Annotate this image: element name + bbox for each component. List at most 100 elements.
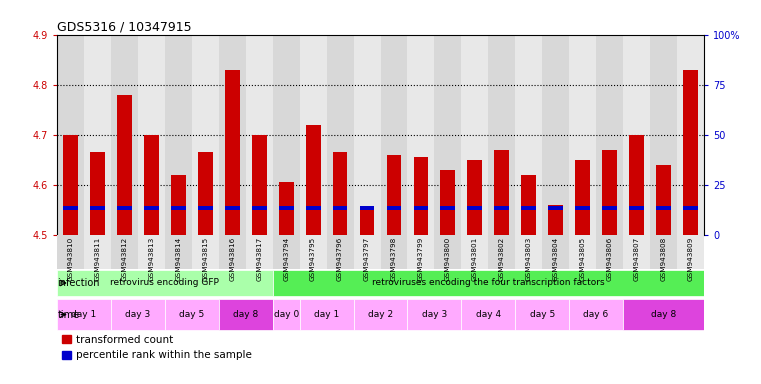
Bar: [467, 160, 482, 235]
Bar: [306, 125, 320, 235]
Bar: [144, 135, 159, 235]
Bar: [569, 235, 596, 269]
Bar: [333, 152, 348, 235]
Text: GDS5316 / 10347915: GDS5316 / 10347915: [57, 20, 192, 33]
Bar: [111, 299, 165, 330]
Bar: [407, 35, 435, 235]
Text: GSM943813: GSM943813: [148, 237, 154, 281]
Text: GSM943807: GSM943807: [634, 237, 639, 281]
Text: infection: infection: [57, 278, 100, 288]
Bar: [677, 235, 704, 269]
Bar: [117, 94, 132, 235]
Bar: [333, 206, 348, 210]
Bar: [63, 135, 78, 235]
Text: GSM943812: GSM943812: [122, 237, 127, 281]
Text: day 0: day 0: [273, 310, 299, 319]
Text: day 8: day 8: [233, 310, 259, 319]
Text: day 8: day 8: [651, 310, 676, 319]
Bar: [272, 270, 704, 296]
Bar: [623, 299, 704, 330]
Bar: [165, 35, 192, 235]
Text: GSM943799: GSM943799: [418, 237, 424, 281]
Text: retrovirus encoding GFP: retrovirus encoding GFP: [110, 278, 219, 288]
Bar: [387, 206, 401, 210]
Bar: [144, 206, 159, 210]
Bar: [387, 155, 401, 235]
Bar: [623, 235, 650, 269]
Bar: [683, 206, 698, 210]
Bar: [683, 70, 698, 235]
Text: GSM943814: GSM943814: [175, 237, 181, 281]
Bar: [192, 35, 219, 235]
Bar: [171, 206, 186, 210]
Text: GSM943815: GSM943815: [202, 237, 209, 281]
Bar: [224, 206, 240, 210]
Bar: [569, 35, 596, 235]
Bar: [360, 210, 374, 235]
Bar: [117, 206, 132, 210]
Bar: [602, 150, 617, 235]
Text: day 3: day 3: [422, 310, 447, 319]
Text: day 5: day 5: [179, 310, 205, 319]
Bar: [461, 299, 515, 330]
Bar: [548, 206, 563, 210]
Bar: [543, 235, 569, 269]
Text: GSM943816: GSM943816: [229, 237, 235, 281]
Text: GSM943817: GSM943817: [256, 237, 263, 281]
Bar: [360, 206, 374, 210]
Text: GSM943794: GSM943794: [283, 237, 289, 281]
Text: GSM943808: GSM943808: [661, 237, 667, 281]
Bar: [629, 135, 644, 235]
Bar: [219, 299, 272, 330]
Bar: [489, 35, 515, 235]
Text: GSM943810: GSM943810: [68, 237, 74, 281]
Bar: [224, 70, 240, 235]
Bar: [435, 235, 461, 269]
Bar: [90, 206, 105, 210]
Bar: [623, 35, 650, 235]
Bar: [300, 299, 354, 330]
Bar: [279, 206, 294, 210]
Bar: [246, 235, 272, 269]
Bar: [441, 170, 455, 235]
Text: GSM943803: GSM943803: [526, 237, 532, 281]
Bar: [407, 235, 435, 269]
Bar: [602, 206, 617, 210]
Bar: [569, 299, 623, 330]
Bar: [575, 206, 590, 210]
Bar: [495, 206, 509, 210]
Text: GSM943800: GSM943800: [445, 237, 451, 281]
Bar: [575, 160, 590, 235]
Bar: [57, 235, 84, 269]
Text: day 1: day 1: [314, 310, 339, 319]
Bar: [326, 35, 354, 235]
Bar: [111, 35, 138, 235]
Bar: [306, 206, 320, 210]
Bar: [521, 206, 537, 210]
Bar: [489, 235, 515, 269]
Text: day 5: day 5: [530, 310, 555, 319]
Text: GSM943811: GSM943811: [94, 237, 100, 281]
Bar: [272, 299, 300, 330]
Text: GSM943797: GSM943797: [364, 237, 370, 281]
Bar: [677, 35, 704, 235]
Bar: [656, 165, 671, 235]
Bar: [57, 270, 272, 296]
Bar: [84, 235, 111, 269]
Bar: [495, 150, 509, 235]
Bar: [165, 299, 219, 330]
Bar: [548, 205, 563, 235]
Text: day 1: day 1: [72, 310, 97, 319]
Bar: [252, 206, 266, 210]
Bar: [543, 35, 569, 235]
Bar: [246, 35, 272, 235]
Text: GSM943796: GSM943796: [337, 237, 343, 281]
Bar: [629, 206, 644, 210]
Text: GSM943802: GSM943802: [498, 237, 505, 281]
Bar: [111, 235, 138, 269]
Bar: [354, 235, 380, 269]
Text: GSM943801: GSM943801: [472, 237, 478, 281]
Bar: [650, 35, 677, 235]
Text: GSM943806: GSM943806: [607, 237, 613, 281]
Bar: [57, 35, 84, 235]
